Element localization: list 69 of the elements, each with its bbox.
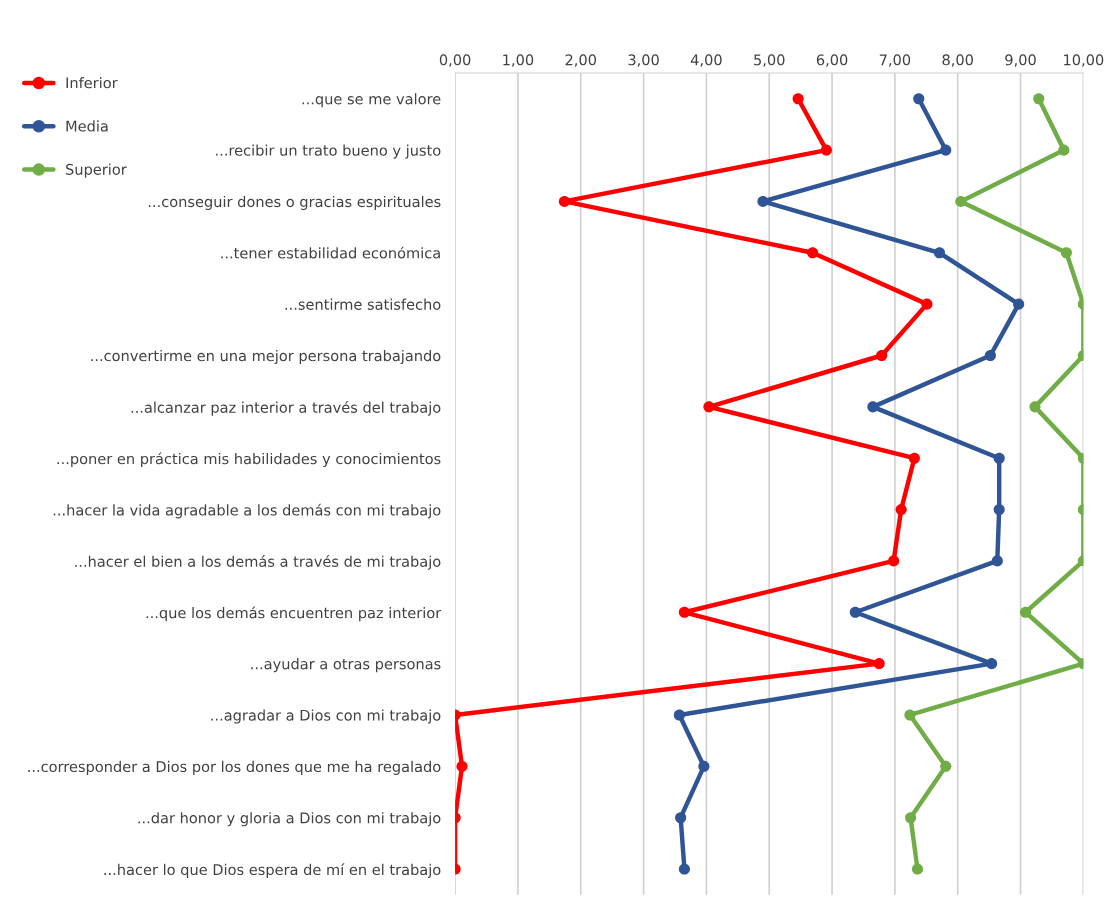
x-tick-label: 7,00 <box>879 54 911 67</box>
point <box>955 195 967 207</box>
x-tick-label: 6,00 <box>816 54 848 67</box>
point <box>991 555 1003 567</box>
point <box>1058 144 1070 156</box>
y-tick-label: ...alcanzar paz interior a través del trabajo <box>131 401 441 416</box>
y-tick-label: ...hacer lo que Dios espera de mí en el trabajo <box>104 863 441 878</box>
point <box>921 298 933 310</box>
y-tick-label: ...corresponder a Dios por los dones que me ha regalado <box>28 760 441 775</box>
point <box>698 760 710 772</box>
legend-label: Inferior <box>66 77 118 89</box>
point <box>675 812 687 824</box>
point <box>993 504 1005 516</box>
x-tick-label: 8,00 <box>942 54 973 67</box>
point <box>911 863 924 875</box>
point <box>1013 298 1025 310</box>
y-tick-label: ...agradar a Dios con mi trabajo <box>211 709 441 724</box>
y-tick-label: ...que los demás encuentren paz interior <box>146 606 442 622</box>
point <box>849 606 861 618</box>
x-tick-label: 2,00 <box>565 54 597 67</box>
point <box>703 401 715 413</box>
point <box>558 195 570 207</box>
point <box>993 452 1005 464</box>
x-tick-label: 10,00 <box>1064 54 1104 67</box>
y-tick-label: ...poner en práctica mis habilidades y conocimientos <box>57 452 441 468</box>
point <box>940 144 952 156</box>
point <box>1033 93 1045 105</box>
x-tick-label: 5,00 <box>754 54 785 67</box>
y-tick-label: ...que se me valore <box>302 93 441 108</box>
legend-label: Superior <box>66 163 127 178</box>
point <box>1029 401 1041 413</box>
point <box>678 863 690 875</box>
y-tick-label: ...hacer el bien a los demás a través de mi trabajo <box>75 555 441 570</box>
y-tick-label: ...recibir un trato bueno y justo <box>216 144 441 159</box>
legend-label: Media <box>66 120 108 132</box>
x-tick-label: 3,00 <box>628 54 659 67</box>
point <box>876 349 888 362</box>
point <box>1060 247 1072 259</box>
point <box>984 349 996 362</box>
x-tick-label: 1,00 <box>503 54 534 67</box>
point <box>888 555 900 567</box>
point <box>867 401 879 413</box>
point <box>904 709 916 721</box>
point <box>820 144 832 156</box>
y-tick-label: ...hacer la vida agradable a los demás con mi trabajo <box>53 503 441 519</box>
point <box>908 452 920 464</box>
point <box>757 195 769 207</box>
point <box>792 93 804 105</box>
point <box>673 709 685 721</box>
y-tick-label: ...dar honor y gloria a Dios con mi trabajo <box>138 812 441 827</box>
y-tick-label: ...tener estabilidad económica <box>221 246 440 259</box>
y-tick-label: ...convertirme en una mejor persona trabajando <box>91 349 441 365</box>
point <box>940 760 952 772</box>
y-tick-label: ...ayudar a otras personas <box>251 658 441 673</box>
point <box>807 247 819 259</box>
y-tick-label: ...sentirme satisfecho <box>285 298 441 310</box>
x-tick-label: 0,00 <box>439 54 471 67</box>
point <box>456 760 468 772</box>
point <box>895 504 907 516</box>
point <box>933 247 946 259</box>
point <box>678 606 690 618</box>
y-tick-label: ...conseguir dones o gracias espirituales <box>148 195 441 210</box>
point <box>905 812 917 824</box>
x-tick-label: 4,00 <box>690 54 722 67</box>
point <box>873 658 885 670</box>
point <box>913 93 925 105</box>
x-tick-label: 9,00 <box>1005 54 1036 67</box>
point <box>986 658 998 670</box>
point <box>1020 606 1032 618</box>
